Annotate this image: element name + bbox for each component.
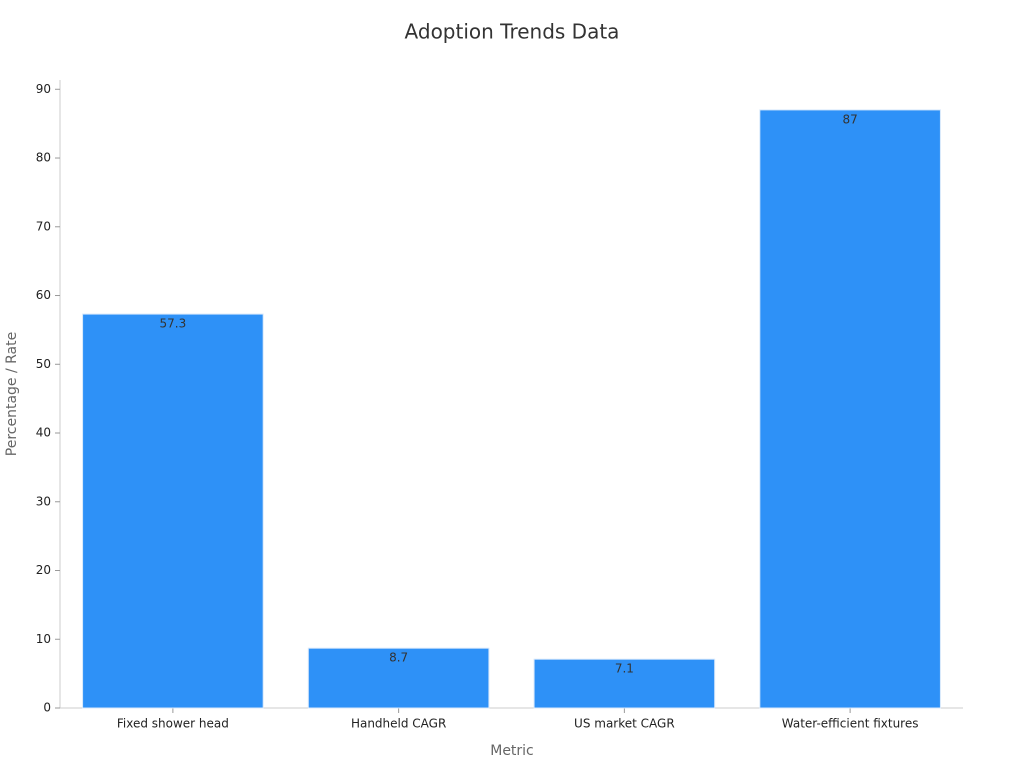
bar — [759, 109, 941, 709]
y-tick-label: 60 — [36, 288, 51, 302]
x-tick-label: Fixed shower head — [117, 717, 229, 731]
bar — [307, 647, 490, 709]
y-tick-label: 50 — [36, 357, 51, 371]
y-tick-label: 70 — [36, 219, 51, 233]
x-tick-label: Handheld CAGR — [351, 717, 446, 731]
data-label: 87 — [842, 112, 857, 126]
y-tick-label: 20 — [36, 563, 51, 577]
y-tick-label: 30 — [36, 494, 51, 508]
y-tick-label: 40 — [36, 426, 51, 440]
y-axis-title: Percentage / Rate — [4, 332, 20, 456]
y-tick-label: 90 — [36, 82, 51, 96]
y-tick-label: 10 — [36, 632, 51, 646]
x-tick-label: US market CAGR — [574, 717, 675, 731]
x-axis-title: Metric — [490, 743, 534, 759]
y-tick-label: 0 — [43, 701, 51, 715]
x-tick-label: Water-efficient fixtures — [782, 717, 919, 731]
bar — [82, 313, 264, 709]
data-label: 7.1 — [615, 662, 634, 676]
y-tick-label: 80 — [36, 151, 51, 165]
chart-title: Adoption Trends Data — [405, 20, 620, 44]
data-label: 57.3 — [160, 317, 187, 331]
data-label: 8.7 — [389, 651, 408, 665]
bar — [533, 658, 716, 709]
